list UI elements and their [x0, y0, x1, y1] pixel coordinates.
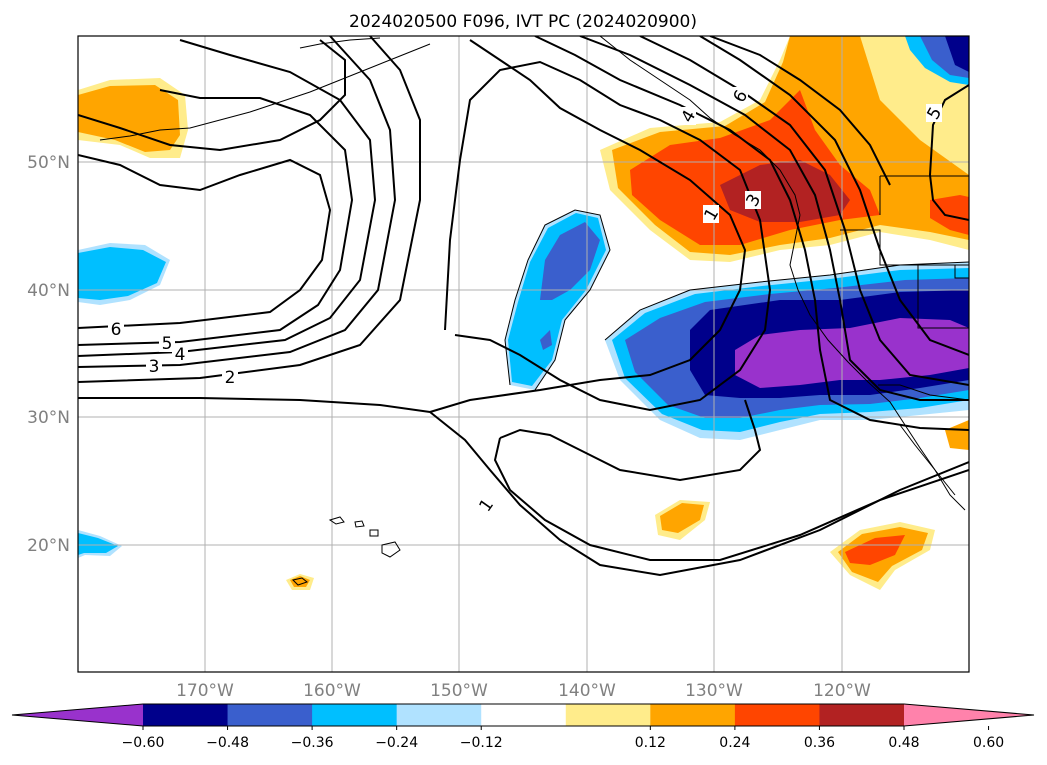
- longitude-labels: 170°W 160°W 150°W 140°W 130°W 120°W: [176, 681, 871, 701]
- lat-label: 40°N: [27, 281, 70, 301]
- lon-label: 120°W: [813, 681, 871, 701]
- lon-label: 140°W: [558, 681, 616, 701]
- colorbar-swatch: [312, 704, 398, 726]
- positive-anomaly-east-edge: [945, 420, 969, 450]
- contour-label: 2: [225, 368, 236, 388]
- positive-anomaly-west: [78, 78, 188, 158]
- map-area: [78, 36, 969, 672]
- lon-label: 170°W: [176, 681, 234, 701]
- negative-anomaly-california: [605, 262, 969, 440]
- lat-label: 30°N: [27, 408, 70, 428]
- colorbar-tick-label: 0.12: [635, 735, 666, 751]
- colorbar-swatch: [650, 704, 736, 726]
- positive-anomaly-small-2-peak: [845, 535, 905, 565]
- colorbar-swatch: [227, 704, 313, 726]
- colorbar-tick-label: −0.24: [375, 735, 418, 751]
- colorbar-tick-label: −0.48: [206, 735, 249, 751]
- contour-label: 3: [149, 357, 160, 377]
- colorbar-swatch: [819, 704, 905, 726]
- colorbar-tick-label: 0.36: [804, 735, 835, 751]
- colorbar-tick-label: 0.48: [888, 735, 919, 751]
- contour-label: 4: [175, 345, 186, 365]
- colorbar: −0.60 −0.48 −0.36 −0.24 −0.12 0.12 0.24 0.36 0.4…: [11, 703, 1035, 751]
- lon-label: 160°W: [303, 681, 361, 701]
- colorbar-swatch: [734, 704, 820, 726]
- colorbar-swatch: [481, 704, 567, 726]
- map-frame: [77, 35, 970, 673]
- map-title: 2024020500 F096, IVT PC (2024020900): [349, 12, 697, 32]
- colorbar-tick-label: 0.60: [973, 735, 1004, 751]
- contour-label-group: 6 5 4 3 2 1 1 3 4 6 5: [108, 87, 946, 516]
- contour-label: 6: [111, 320, 122, 340]
- colorbar-tick-label: −0.60: [122, 735, 165, 751]
- contour-label: 5: [162, 334, 173, 354]
- colorbar-swatch: [143, 704, 229, 726]
- colorbar-swatch: [396, 704, 482, 726]
- lon-label: 150°W: [430, 681, 488, 701]
- lat-label: 20°N: [27, 536, 70, 556]
- colorbar-extend-left: [12, 704, 143, 726]
- colorbar-extend-right: [904, 704, 1034, 726]
- lon-label: 130°W: [685, 681, 743, 701]
- colorbar-tick-label: 0.24: [719, 735, 750, 751]
- colorbar-tick-label: −0.36: [291, 735, 334, 751]
- colorbar-swatch: [565, 704, 651, 726]
- lat-label: 50°N: [27, 153, 70, 173]
- positive-anomaly-small-1-core: [660, 503, 704, 533]
- negative-anomaly-central: [505, 210, 610, 390]
- colorbar-tick-label: −0.12: [460, 735, 503, 751]
- latitude-labels: 50°N 40°N 30°N 20°N: [27, 153, 70, 556]
